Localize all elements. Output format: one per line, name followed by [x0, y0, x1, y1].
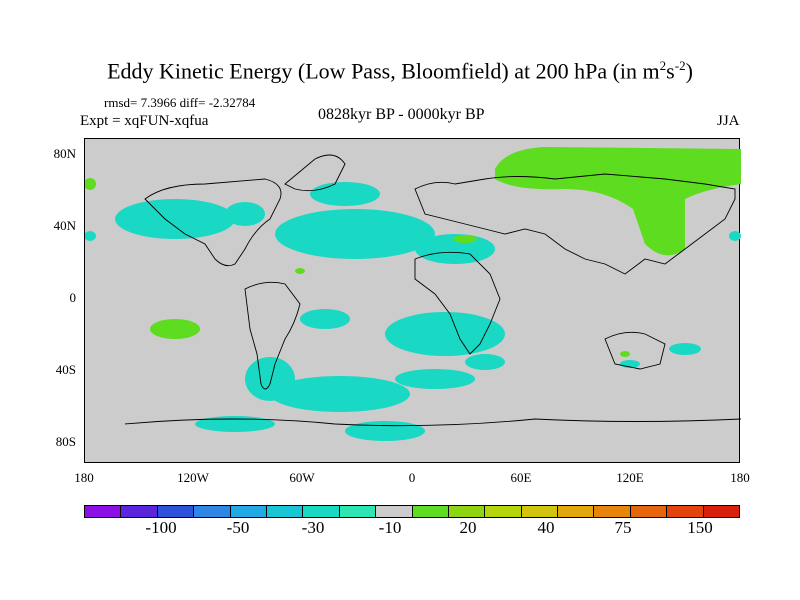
colorbar — [84, 505, 740, 518]
chart-title: Eddy Kinetic Energy (Low Pass, Bloomfiel… — [107, 58, 693, 84]
lat-label-40s: 40S — [55, 362, 76, 377]
colorbar-swatch — [667, 506, 704, 517]
season-label: JJA — [717, 113, 740, 129]
colorbar-swatch — [339, 506, 377, 517]
colorbar-swatch — [521, 506, 559, 517]
lon-label-180e: 180 — [730, 470, 750, 485]
colorbar-swatch — [266, 506, 304, 517]
colorbar-label: -100 — [145, 518, 177, 537]
colorbar-swatch — [230, 506, 267, 517]
map-panel — [84, 138, 741, 463]
lon-label-60w: 60W — [289, 470, 315, 485]
colorbar-swatch — [303, 506, 340, 517]
map-svg — [85, 147, 741, 441]
colorbar-swatch — [412, 506, 449, 517]
colorbar-label: 75 — [614, 518, 632, 537]
colorbar-swatch — [448, 506, 486, 517]
colorbar-swatch — [703, 506, 740, 517]
colorbar-swatch — [194, 506, 231, 517]
lon-label-120w: 120W — [177, 470, 209, 485]
colorbar-swatch — [376, 506, 413, 517]
colorbar-swatch — [157, 506, 195, 517]
positive-anomaly-regions — [85, 147, 741, 357]
colorbar-swatch — [630, 506, 668, 517]
colorbar-label: 20 — [459, 518, 477, 537]
lat-label-0: 0 — [69, 290, 77, 305]
lon-label-120e: 120E — [616, 470, 644, 485]
lon-label-60e: 60E — [510, 470, 532, 485]
negative-anomaly-regions — [85, 182, 741, 441]
period-label: 0828kyr BP - 0000kyr BP — [318, 106, 485, 123]
experiment-label: Expt = xqFUN-xqfua — [80, 113, 209, 129]
colorbar-label: -50 — [226, 518, 250, 537]
colorbar-label: -10 — [378, 518, 402, 537]
lat-label-80s: 80S — [55, 434, 76, 449]
lat-label-80n: 80N — [53, 146, 76, 161]
colorbar-label: -30 — [301, 518, 325, 537]
colorbar-swatch — [594, 506, 631, 517]
colorbar-label: 40 — [537, 518, 555, 537]
colorbar-swatch — [485, 506, 522, 517]
colorbar-swatch — [558, 506, 595, 517]
lon-label-0: 0 — [408, 470, 416, 485]
colorbar-swatch — [85, 506, 122, 517]
lat-label-40n: 40N — [53, 218, 76, 233]
colorbar-swatch — [121, 506, 158, 517]
colorbar-label: 150 — [687, 518, 713, 537]
lon-label-180w: 180 — [74, 470, 94, 485]
stats-text: rmsd= 7.3966 diff= -2.32784 — [104, 95, 256, 110]
coastlines — [124, 154, 741, 427]
